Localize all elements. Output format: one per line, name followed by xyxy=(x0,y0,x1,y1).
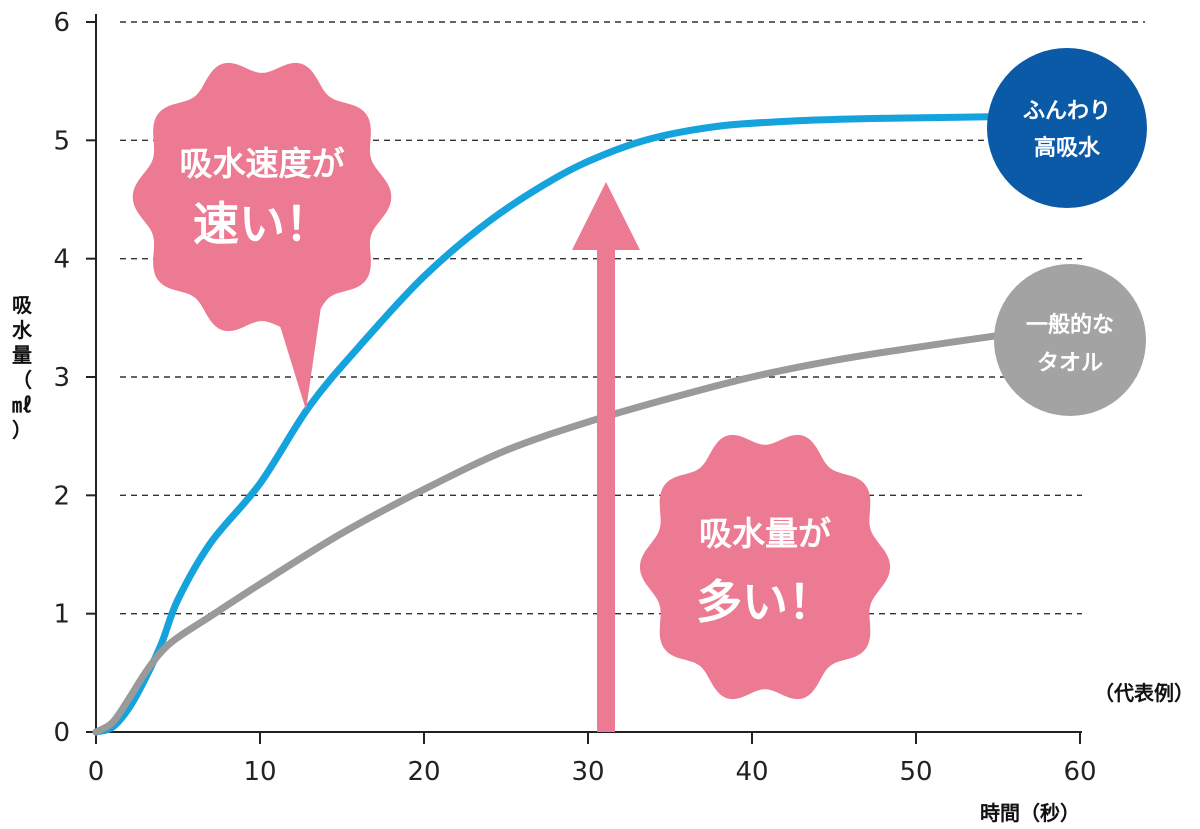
x-tick-label: 10 xyxy=(243,757,276,787)
legend-badge-fluffy-circle xyxy=(987,48,1147,208)
series-line-regular xyxy=(92,332,1002,736)
x-tick-label: 60 xyxy=(1063,757,1096,787)
legend-badge-regular-circle xyxy=(994,264,1146,416)
x-axis-label: 時間（秒） xyxy=(980,801,1080,825)
x-tick-label: 40 xyxy=(735,757,768,787)
x-tick-label: 30 xyxy=(571,757,604,787)
callout-speed: 吸水速度が 速い！ xyxy=(132,62,392,410)
callout-speed-line1: 吸水速度が xyxy=(180,144,345,183)
y-tick-label: 6 xyxy=(53,8,70,38)
amount-arrow xyxy=(572,182,640,732)
amount-arrow-head xyxy=(572,182,640,250)
series-lines xyxy=(92,113,1002,736)
y-axis-label: 吸水量（㎖） xyxy=(12,293,33,442)
grid-lines xyxy=(120,21,1145,615)
legend-badge-regular-line1: 一般的な xyxy=(1026,312,1114,338)
x-tick-label: 20 xyxy=(407,757,440,787)
callout-amount-line2: 多い！ xyxy=(696,575,834,629)
y-tick-label: 4 xyxy=(53,245,70,275)
y-tick-label: 5 xyxy=(53,126,70,156)
callout-amount-burst xyxy=(639,434,891,700)
legend-badge-fluffy-line2: 高吸水 xyxy=(1034,135,1101,161)
legend-badge-fluffy: ふんわり 高吸水 xyxy=(987,48,1147,208)
legend-badge-regular-line2: タオル xyxy=(1037,351,1103,376)
x-tick-label: 0 xyxy=(88,757,105,787)
y-tick-label: 3 xyxy=(53,363,70,393)
y-tick-label: 0 xyxy=(53,718,70,748)
legend-badge-regular: 一般的な タオル xyxy=(994,264,1146,416)
callout-speed-pointer xyxy=(272,300,322,410)
chart-note: （代表例） xyxy=(1094,681,1194,705)
callout-speed-line2: 速い！ xyxy=(193,197,331,251)
callout-speed-burst xyxy=(132,62,392,332)
callout-amount: 吸水量が 多い！ xyxy=(639,434,891,700)
y-tick-label: 1 xyxy=(53,600,70,630)
y-tick-label: 2 xyxy=(53,481,70,511)
legend-badge-fluffy-line1: ふんわり xyxy=(1023,99,1111,124)
amount-arrow-shaft xyxy=(597,242,615,732)
x-tick-label: 50 xyxy=(899,757,932,787)
callout-amount-line1: 吸水量が xyxy=(699,514,831,553)
